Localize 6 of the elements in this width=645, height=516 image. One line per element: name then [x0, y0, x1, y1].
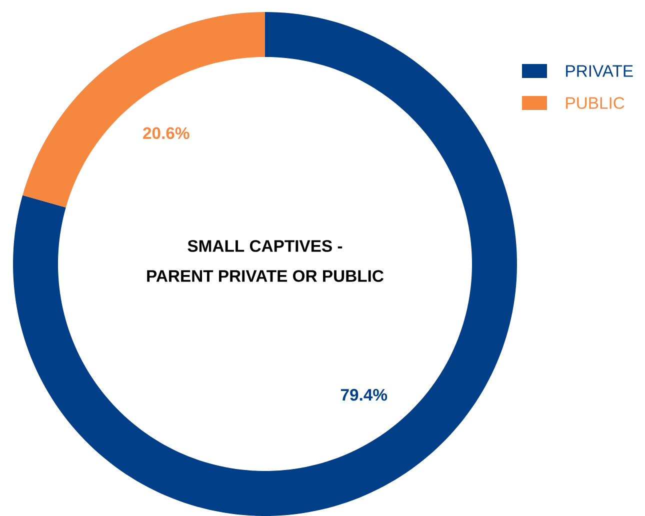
legend-label: PUBLIC	[566, 97, 624, 109]
data-label: 79.4%	[340, 388, 388, 401]
data-label: 20.6%	[143, 127, 190, 140]
text: PARENT PRIVATE OR PUBLIC	[147, 270, 384, 282]
legend-label: PRIVATE	[566, 65, 633, 77]
text: SMALL CAPTIVES -	[188, 240, 342, 252]
